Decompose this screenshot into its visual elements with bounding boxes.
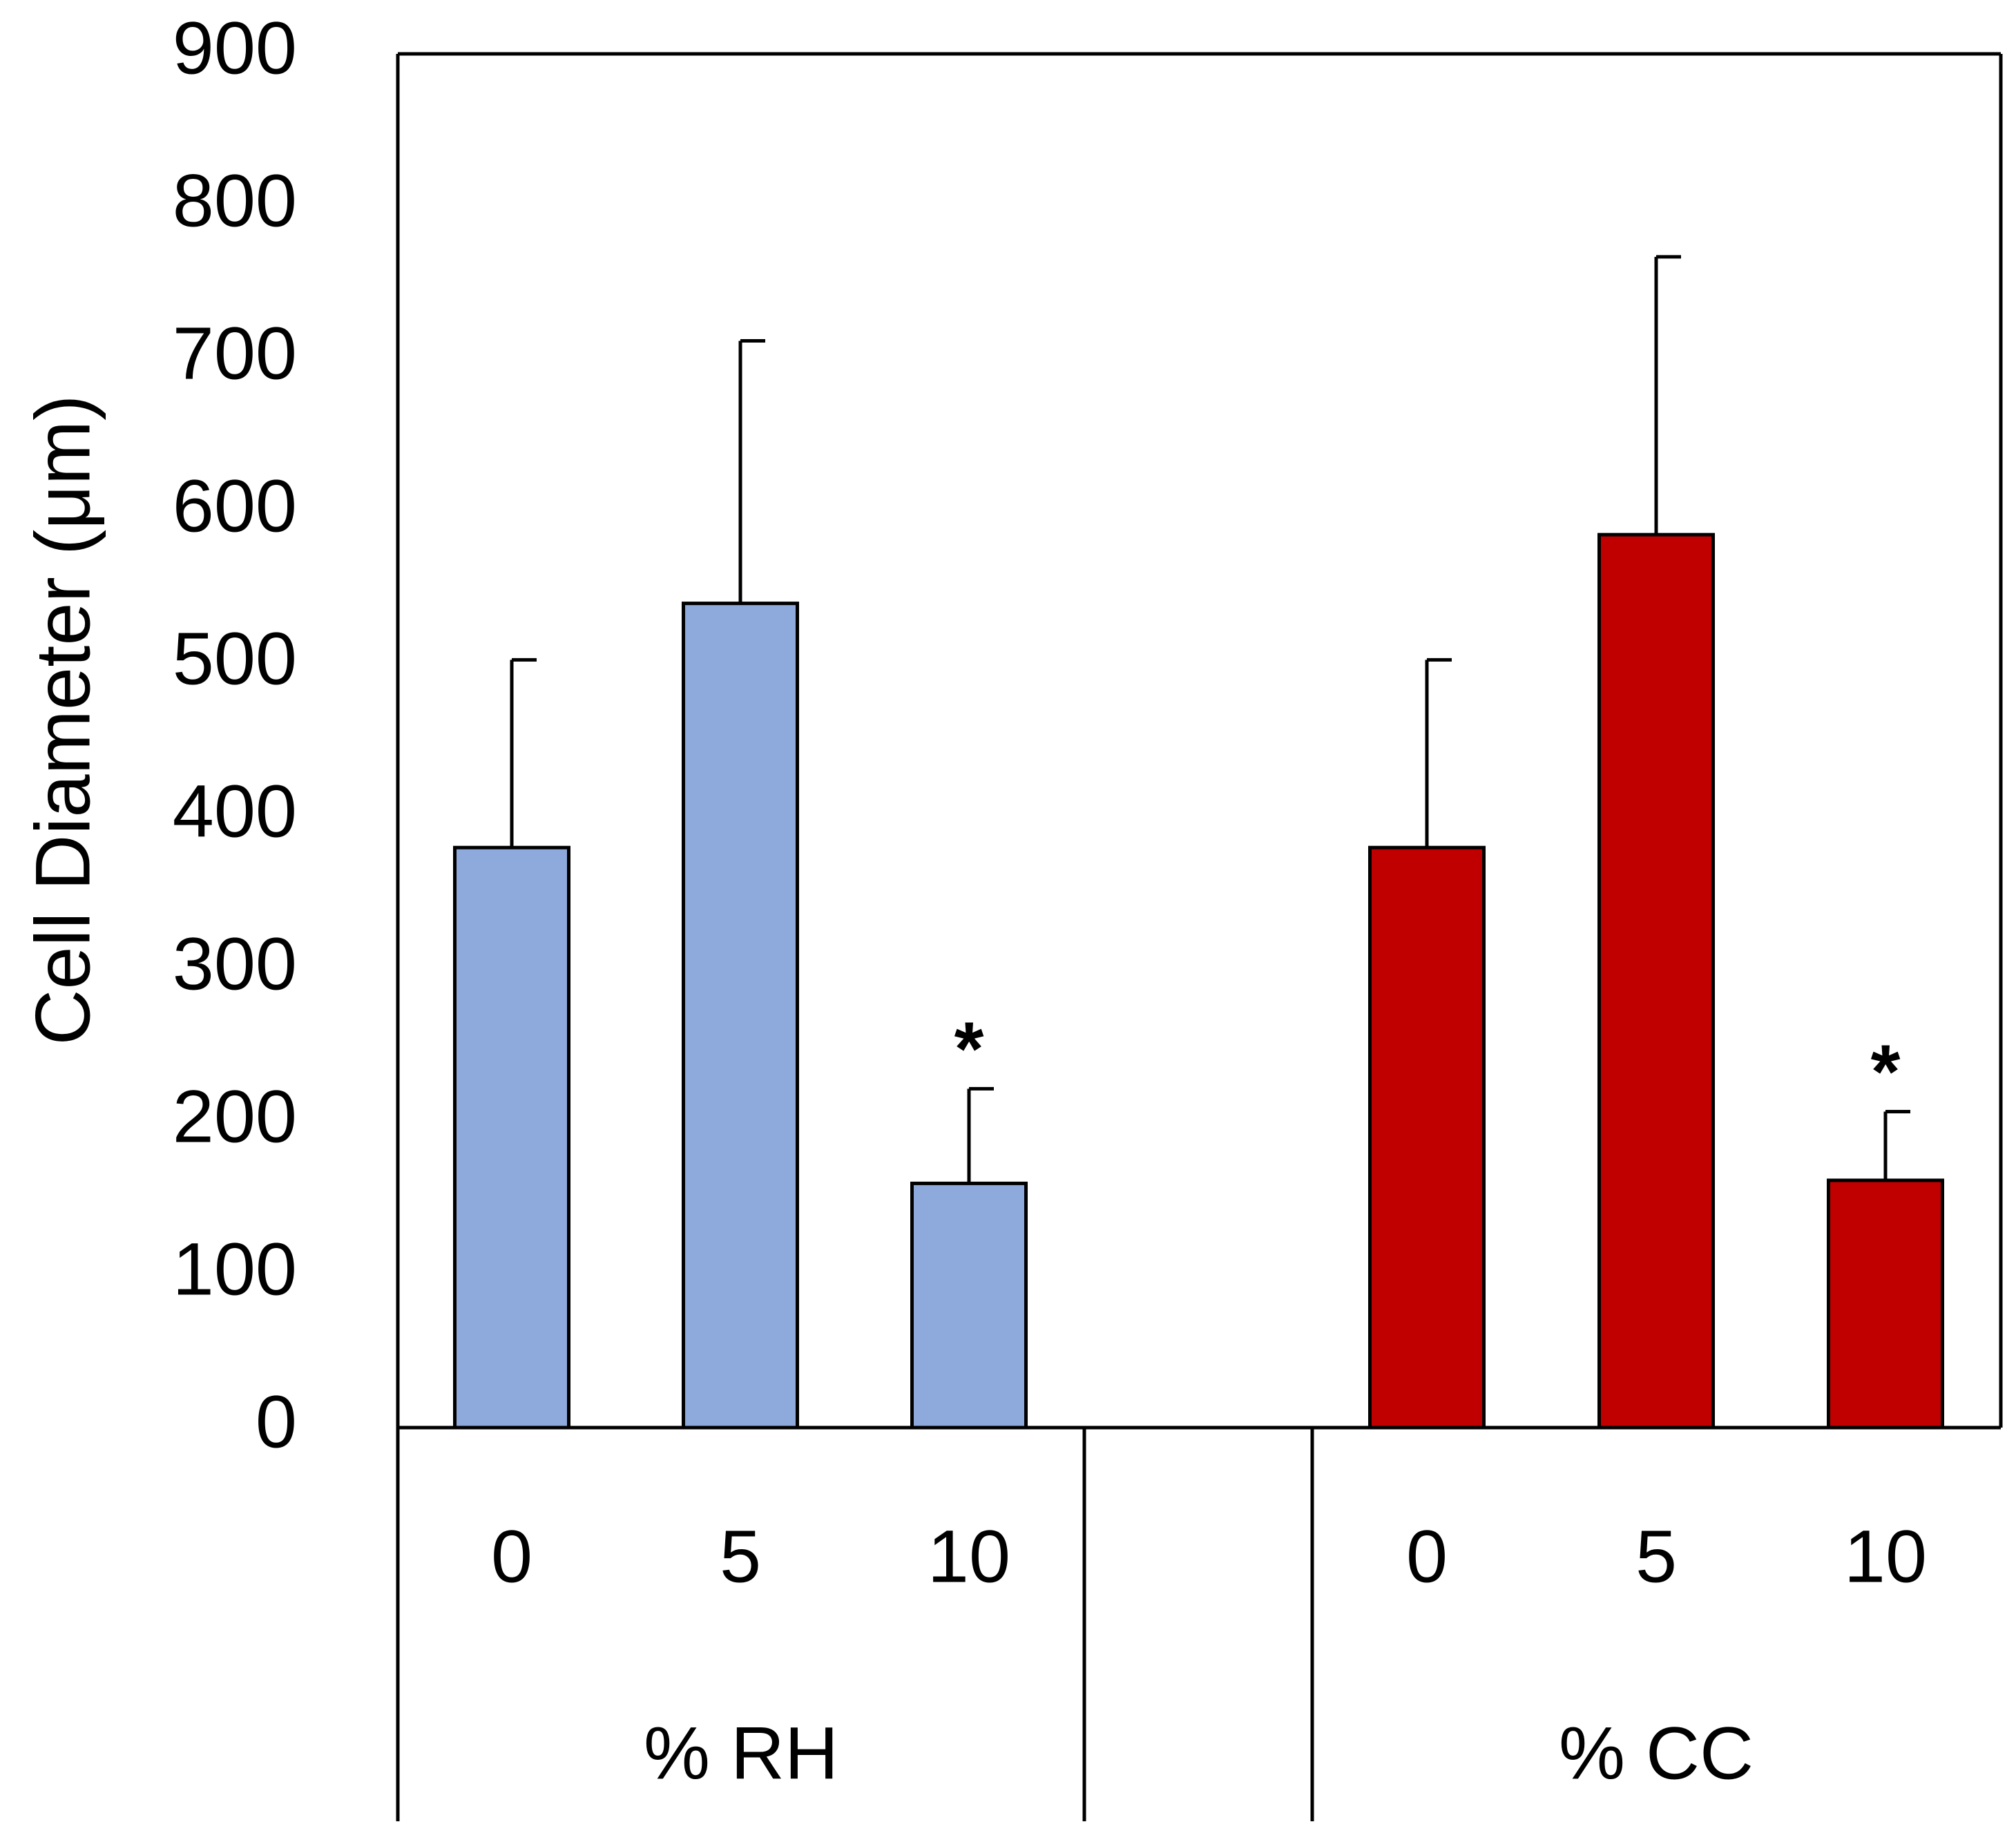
bar bbox=[682, 602, 799, 1430]
y-tick-label: 300 bbox=[173, 922, 297, 1006]
significance-marker: * bbox=[954, 1006, 984, 1091]
x-category-label: 0 bbox=[491, 1515, 532, 1598]
axis-lines bbox=[398, 1426, 2001, 1821]
y-axis-label: Cell Diameter (μm) bbox=[20, 395, 106, 1046]
error-bars bbox=[510, 255, 1910, 1184]
bars bbox=[453, 533, 1944, 1430]
x-group-label: % CC bbox=[1559, 1711, 1754, 1795]
bar bbox=[1597, 533, 1715, 1430]
y-tick-label: 600 bbox=[173, 464, 297, 548]
y-tick-label: 0 bbox=[256, 1380, 297, 1464]
x-category-label: 10 bbox=[928, 1515, 1010, 1598]
y-tick-label: 200 bbox=[173, 1075, 297, 1158]
bar bbox=[1368, 845, 1486, 1430]
x-category-label: 5 bbox=[1635, 1515, 1677, 1598]
x-category-label: 5 bbox=[720, 1515, 761, 1598]
significance-marker: * bbox=[1871, 1030, 1901, 1115]
x-category-label: 10 bbox=[1844, 1515, 1927, 1598]
x-group-label: % RH bbox=[644, 1711, 838, 1795]
y-tick-label: 700 bbox=[173, 311, 297, 395]
y-tick-label: 100 bbox=[173, 1227, 297, 1311]
y-tick-label: 400 bbox=[173, 769, 297, 853]
bar bbox=[910, 1181, 1028, 1430]
plot-frame bbox=[396, 52, 2003, 1821]
bar bbox=[1827, 1178, 1944, 1430]
bar bbox=[453, 845, 570, 1430]
x-category-label: 0 bbox=[1406, 1515, 1448, 1598]
y-tick-label: 500 bbox=[173, 617, 297, 700]
y-tick-label: 800 bbox=[173, 159, 297, 242]
chart-text: 0 5 * 10 % RH 0 5 * 10 % CC 0 100 200 300 400 500 600 700… bbox=[20, 6, 1927, 1795]
y-tick-label: 900 bbox=[173, 6, 297, 90]
